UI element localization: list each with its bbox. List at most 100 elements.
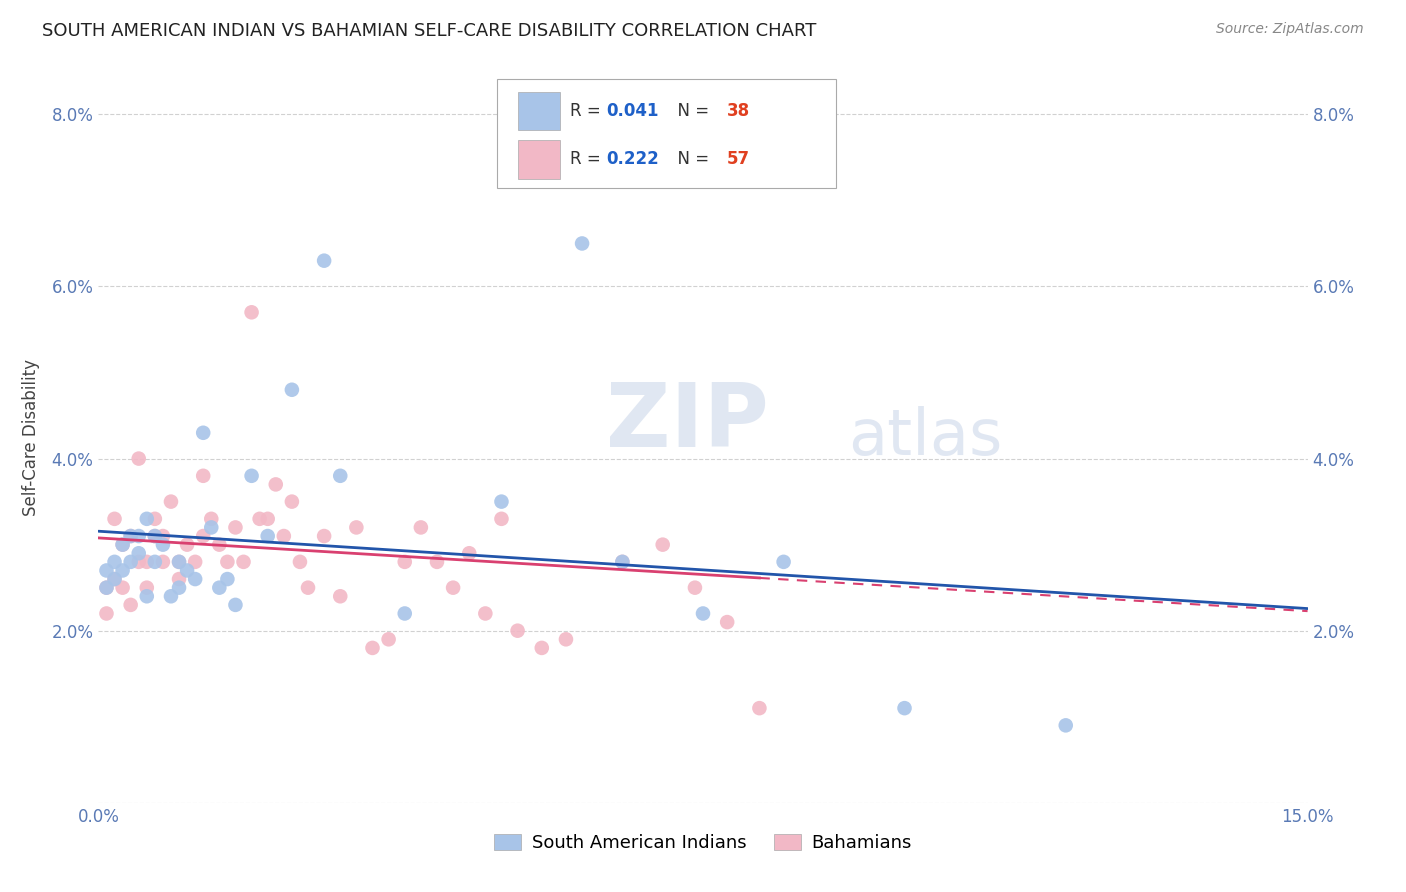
Point bbox=[96, 581, 118, 595]
Point bbox=[409, 520, 432, 534]
Point bbox=[249, 512, 271, 526]
Point bbox=[256, 529, 278, 543]
Point bbox=[571, 236, 593, 251]
Point bbox=[297, 581, 319, 595]
Text: atlas: atlas bbox=[848, 406, 1002, 468]
Point bbox=[224, 520, 246, 534]
Point bbox=[120, 529, 142, 543]
Point bbox=[217, 555, 239, 569]
Point bbox=[491, 512, 513, 526]
Point bbox=[111, 538, 134, 552]
Text: 0.222: 0.222 bbox=[606, 150, 659, 168]
Point bbox=[128, 555, 150, 569]
Text: SOUTH AMERICAN INDIAN VS BAHAMIAN SELF-CARE DISABILITY CORRELATION CHART: SOUTH AMERICAN INDIAN VS BAHAMIAN SELF-C… bbox=[42, 22, 817, 40]
Text: ZIP: ZIP bbox=[606, 379, 769, 466]
Point bbox=[152, 529, 174, 543]
Point bbox=[143, 529, 166, 543]
Legend: South American Indians, Bahamians: South American Indians, Bahamians bbox=[486, 827, 920, 860]
Point bbox=[103, 572, 125, 586]
Point bbox=[135, 555, 157, 569]
FancyBboxPatch shape bbox=[517, 140, 561, 178]
Point bbox=[344, 520, 367, 534]
Point bbox=[176, 538, 198, 552]
Point bbox=[135, 589, 157, 603]
Point bbox=[772, 555, 794, 569]
Point bbox=[152, 538, 174, 552]
Point bbox=[193, 468, 215, 483]
Point bbox=[111, 538, 134, 552]
Point bbox=[256, 512, 278, 526]
Point bbox=[394, 555, 416, 569]
Point bbox=[893, 701, 915, 715]
Point bbox=[193, 529, 215, 543]
Point bbox=[111, 581, 134, 595]
Point bbox=[200, 512, 222, 526]
Point bbox=[612, 555, 634, 569]
Text: Source: ZipAtlas.com: Source: ZipAtlas.com bbox=[1216, 22, 1364, 37]
Point bbox=[491, 494, 513, 508]
Point bbox=[555, 632, 578, 647]
Point bbox=[1054, 718, 1077, 732]
Point bbox=[264, 477, 287, 491]
Point bbox=[314, 253, 336, 268]
Text: N =: N = bbox=[666, 102, 714, 120]
Text: R =: R = bbox=[569, 102, 606, 120]
Point bbox=[224, 598, 246, 612]
Point bbox=[160, 589, 183, 603]
Point bbox=[193, 425, 215, 440]
Point bbox=[176, 564, 198, 578]
Point bbox=[441, 581, 464, 595]
Point bbox=[474, 607, 496, 621]
Point bbox=[586, 168, 609, 182]
Point bbox=[530, 640, 553, 655]
Point bbox=[361, 640, 384, 655]
Point bbox=[748, 701, 770, 715]
Point bbox=[281, 494, 304, 508]
Point bbox=[200, 520, 222, 534]
Point bbox=[208, 538, 231, 552]
FancyBboxPatch shape bbox=[517, 92, 561, 130]
Point bbox=[184, 555, 207, 569]
Point bbox=[281, 383, 304, 397]
Point bbox=[111, 564, 134, 578]
Point bbox=[240, 468, 263, 483]
Point bbox=[506, 624, 529, 638]
Point bbox=[692, 607, 714, 621]
Point bbox=[167, 581, 190, 595]
Point bbox=[143, 529, 166, 543]
Point bbox=[120, 555, 142, 569]
FancyBboxPatch shape bbox=[498, 78, 837, 188]
Text: 57: 57 bbox=[727, 150, 751, 168]
Text: N =: N = bbox=[666, 150, 714, 168]
Point bbox=[651, 538, 673, 552]
Point bbox=[103, 572, 125, 586]
Point bbox=[288, 555, 311, 569]
Point bbox=[426, 555, 449, 569]
Point bbox=[96, 607, 118, 621]
Text: R =: R = bbox=[569, 150, 606, 168]
Point bbox=[716, 615, 738, 629]
Point bbox=[612, 555, 634, 569]
Point bbox=[128, 546, 150, 560]
Point bbox=[96, 564, 118, 578]
Point bbox=[135, 581, 157, 595]
Point bbox=[683, 581, 706, 595]
Point bbox=[103, 555, 125, 569]
Point bbox=[273, 529, 295, 543]
Point bbox=[394, 607, 416, 621]
Point bbox=[120, 529, 142, 543]
Point bbox=[103, 512, 125, 526]
Y-axis label: Self-Care Disability: Self-Care Disability bbox=[22, 359, 41, 516]
Point bbox=[208, 581, 231, 595]
Point bbox=[329, 589, 352, 603]
Point bbox=[377, 632, 399, 647]
Point bbox=[143, 512, 166, 526]
Point bbox=[152, 555, 174, 569]
Point bbox=[167, 555, 190, 569]
Point bbox=[143, 555, 166, 569]
Point bbox=[167, 555, 190, 569]
Text: 0.041: 0.041 bbox=[606, 102, 659, 120]
Point bbox=[120, 598, 142, 612]
Point bbox=[167, 572, 190, 586]
Point bbox=[128, 451, 150, 466]
